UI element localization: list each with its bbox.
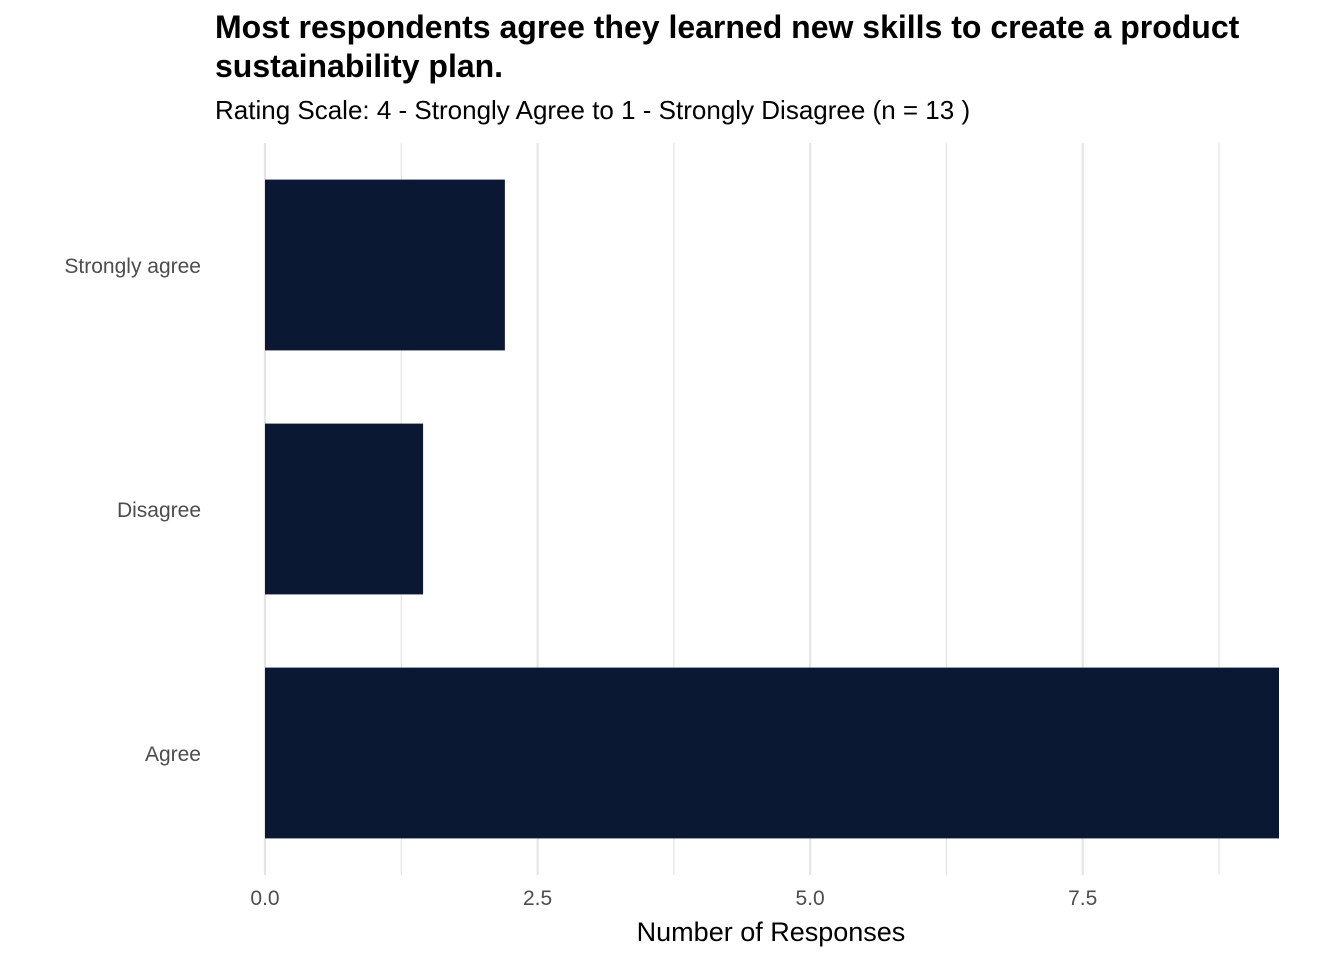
chart-subtitle: Rating Scale: 4 - Strongly Agree to 1 - … <box>215 95 971 125</box>
x-axis-tick-labels: 0.0 2.5 5.0 7.5 <box>250 887 1097 910</box>
y-tick-label: Disagree <box>117 499 201 522</box>
y-tick-label: Agree <box>145 743 201 766</box>
x-axis-title: Number of Responses <box>637 917 906 947</box>
x-tick-label: 5.0 <box>796 887 825 910</box>
y-tick-label: Strongly agree <box>64 255 201 278</box>
chart-title: Most respondents agree they learned new … <box>215 9 1240 84</box>
bars <box>265 179 1279 839</box>
bar-disagree <box>265 423 424 595</box>
x-tick-label: 2.5 <box>523 887 552 910</box>
bar-strongly-agree <box>265 179 505 351</box>
bar-agree <box>265 667 1279 839</box>
y-axis-tick-labels: Strongly agree Disagree Agree <box>64 255 201 766</box>
x-tick-label: 0.0 <box>250 887 279 910</box>
x-tick-label: 7.5 <box>1068 887 1097 910</box>
